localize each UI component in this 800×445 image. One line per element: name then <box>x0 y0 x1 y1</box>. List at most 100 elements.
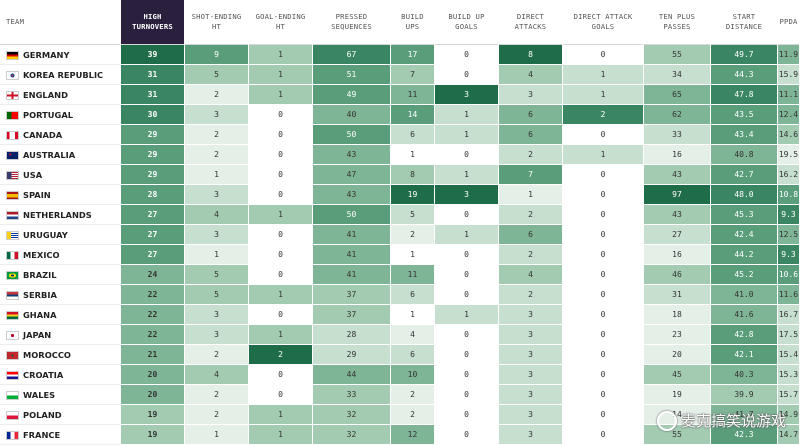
cell-goal_ending_ht: 2 <box>249 345 312 365</box>
cell-goal_ending_ht: 0 <box>249 185 312 205</box>
header-direct_attacks[interactable]: DIRECT ATTACKS <box>499 0 562 45</box>
cell-ten_plus_passes: 19 <box>644 385 710 405</box>
cell-direct_attack_goals: 0 <box>563 285 643 305</box>
cell-build_ups: 12 <box>391 425 434 445</box>
header-goal_ending_ht[interactable]: GOAL-ENDING HT <box>249 0 312 45</box>
cell-direct_attacks: 3 <box>499 85 562 105</box>
cell-start_distance: 48.0 <box>711 185 777 205</box>
cell-ppda: 14.9 <box>778 405 799 425</box>
header-high_turnovers[interactable]: HIGH TURNOVERS <box>121 0 184 45</box>
cell-direct_attack_goals: 0 <box>563 305 643 325</box>
cell-direct_attack_goals: 0 <box>563 265 643 285</box>
table-row[interactable]: URUGUAY 27 3 0 41 2 1 6 0 27 42.4 12.5 <box>0 225 799 245</box>
cell-ten_plus_passes: 20 <box>644 345 710 365</box>
flag-pl-icon <box>6 410 19 420</box>
cell-start_distance: 41.0 <box>711 285 777 305</box>
table-row[interactable]: POLAND 19 2 1 32 2 0 3 0 14 41.7 14.9 <box>0 405 799 425</box>
table-row[interactable]: SERBIA 22 5 1 37 6 0 2 0 31 41.0 11.6 <box>0 285 799 305</box>
header-line1: DIRECT <box>516 12 545 21</box>
cell-pressed_sequences: 41 <box>313 245 390 265</box>
cell-start_distance: 47.8 <box>711 85 777 105</box>
cell-start_distance: 45.3 <box>711 205 777 225</box>
header-ppda[interactable]: PPDA <box>778 0 799 45</box>
cell-build_ups: 4 <box>391 325 434 345</box>
table-row[interactable]: GHANA 22 3 0 37 1 1 3 0 18 41.6 16.7 <box>0 305 799 325</box>
header-start_distance[interactable]: START DISTANCE <box>711 0 777 45</box>
cell-ten_plus_passes: 27 <box>644 225 710 245</box>
table-row[interactable]: GERMANY 39 9 1 67 17 0 8 0 55 49.7 11.9 <box>0 45 799 65</box>
table-row[interactable]: FRANCE 19 1 1 32 12 0 3 0 55 42.3 14.7 <box>0 425 799 445</box>
table-row[interactable]: SPAIN 28 3 0 43 19 3 1 0 97 48.0 10.8 <box>0 185 799 205</box>
table-row[interactable]: KOREA REPUBLIC 31 5 1 51 7 0 4 1 34 44.3 15.9 <box>0 65 799 85</box>
cell-direct_attack_goals: 0 <box>563 365 643 385</box>
cell-start_distance: 41.6 <box>711 305 777 325</box>
cell-pressed_sequences: 50 <box>313 125 390 145</box>
header-pressed_sequences[interactable]: PRESSED SEQUENCES <box>313 0 390 45</box>
table-row[interactable]: AUSTRALIA 29 2 0 43 1 0 2 1 16 40.8 19.5 <box>0 145 799 165</box>
team-name: WALES <box>23 389 56 400</box>
table-row[interactable]: MEXICO 27 1 0 41 1 0 2 0 16 44.2 9.3 <box>0 245 799 265</box>
cell-shot_ending_ht: 1 <box>185 245 248 265</box>
cell-ppda: 9.3 <box>778 245 799 265</box>
header-line2: HT <box>211 22 222 31</box>
cell-build_up_goals: 1 <box>435 225 498 245</box>
cell-ppda: 15.9 <box>778 65 799 85</box>
cell-pressed_sequences: 43 <box>313 185 390 205</box>
header-build_ups[interactable]: BUILD UPS <box>391 0 434 45</box>
cell-pressed_sequences: 50 <box>313 205 390 225</box>
table-row[interactable]: JAPAN 22 3 1 28 4 0 3 0 23 42.8 17.5 <box>0 325 799 345</box>
team-cell: FRANCE <box>0 425 120 445</box>
cell-pressed_sequences: 44 <box>313 365 390 385</box>
flag-rs-icon <box>6 290 19 300</box>
cell-start_distance: 44.2 <box>711 245 777 265</box>
header-line2: PASSES <box>663 22 691 31</box>
team-cell: JAPAN <box>0 325 120 345</box>
cell-direct_attack_goals: 0 <box>563 125 643 145</box>
cell-build_up_goals: 0 <box>435 245 498 265</box>
table-row[interactable]: MOROCCO 21 2 2 29 6 0 3 0 20 42.1 15.4 <box>0 345 799 365</box>
header-direct_attack_goals[interactable]: DIRECT ATTACK GOALS <box>563 0 643 45</box>
cell-direct_attacks: 3 <box>499 345 562 365</box>
cell-pressed_sequences: 43 <box>313 145 390 165</box>
cell-ppda: 19.5 <box>778 145 799 165</box>
cell-build_up_goals: 1 <box>435 125 498 145</box>
cell-high_turnovers: 29 <box>121 145 184 165</box>
cell-goal_ending_ht: 0 <box>249 265 312 285</box>
cell-shot_ending_ht: 2 <box>185 405 248 425</box>
cell-high_turnovers: 19 <box>121 425 184 445</box>
header-build_up_goals[interactable]: BUILD UP GOALS <box>435 0 498 45</box>
table-row[interactable]: BRAZIL 24 5 0 41 11 0 4 0 46 45.2 10.6 <box>0 265 799 285</box>
cell-goal_ending_ht: 1 <box>249 425 312 445</box>
table-row[interactable]: NETHERLANDS 27 4 1 50 5 0 2 0 43 45.3 9.3 <box>0 205 799 225</box>
cell-build_ups: 2 <box>391 385 434 405</box>
header-line1: DIRECT ATTACK <box>573 12 633 21</box>
team-cell: MEXICO <box>0 245 120 265</box>
cell-direct_attack_goals: 1 <box>563 65 643 85</box>
cell-start_distance: 40.3 <box>711 365 777 385</box>
cell-build_ups: 8 <box>391 165 434 185</box>
team-cell: AUSTRALIA <box>0 145 120 165</box>
header-shot_ending_ht[interactable]: SHOT-ENDING HT <box>185 0 248 45</box>
header-ten_plus_passes[interactable]: TEN PLUS PASSES <box>644 0 710 45</box>
team-name: CROATIA <box>23 369 64 380</box>
header-team[interactable]: TEAM <box>0 0 120 45</box>
team-name: URUGUAY <box>23 229 68 240</box>
cell-direct_attacks: 3 <box>499 365 562 385</box>
team-name: SERBIA <box>23 289 57 300</box>
cell-pressed_sequences: 32 <box>313 405 390 425</box>
cell-high_turnovers: 22 <box>121 305 184 325</box>
cell-build_up_goals: 0 <box>435 425 498 445</box>
cell-ppda: 15.4 <box>778 345 799 365</box>
cell-direct_attacks: 3 <box>499 385 562 405</box>
table-row[interactable]: ENGLAND 31 2 1 49 11 3 3 1 65 47.8 11.1 <box>0 85 799 105</box>
table-row[interactable]: USA 29 1 0 47 8 1 7 0 43 42.7 16.2 <box>0 165 799 185</box>
team-cell: NETHERLANDS <box>0 205 120 225</box>
flag-ma-icon <box>6 350 19 360</box>
table-row[interactable]: WALES 20 2 0 33 2 0 3 0 19 39.9 15.7 <box>0 385 799 405</box>
table-row[interactable]: CROATIA 20 4 0 44 10 0 3 0 45 40.3 15.3 <box>0 365 799 385</box>
table-row[interactable]: CANADA 29 2 0 50 6 1 6 0 33 43.4 14.6 <box>0 125 799 145</box>
cell-goal_ending_ht: 0 <box>249 385 312 405</box>
table-row[interactable]: PORTUGAL 30 3 0 40 14 1 6 2 62 43.5 12.4 <box>0 105 799 125</box>
cell-high_turnovers: 22 <box>121 325 184 345</box>
cell-ppda: 11.9 <box>778 45 799 65</box>
